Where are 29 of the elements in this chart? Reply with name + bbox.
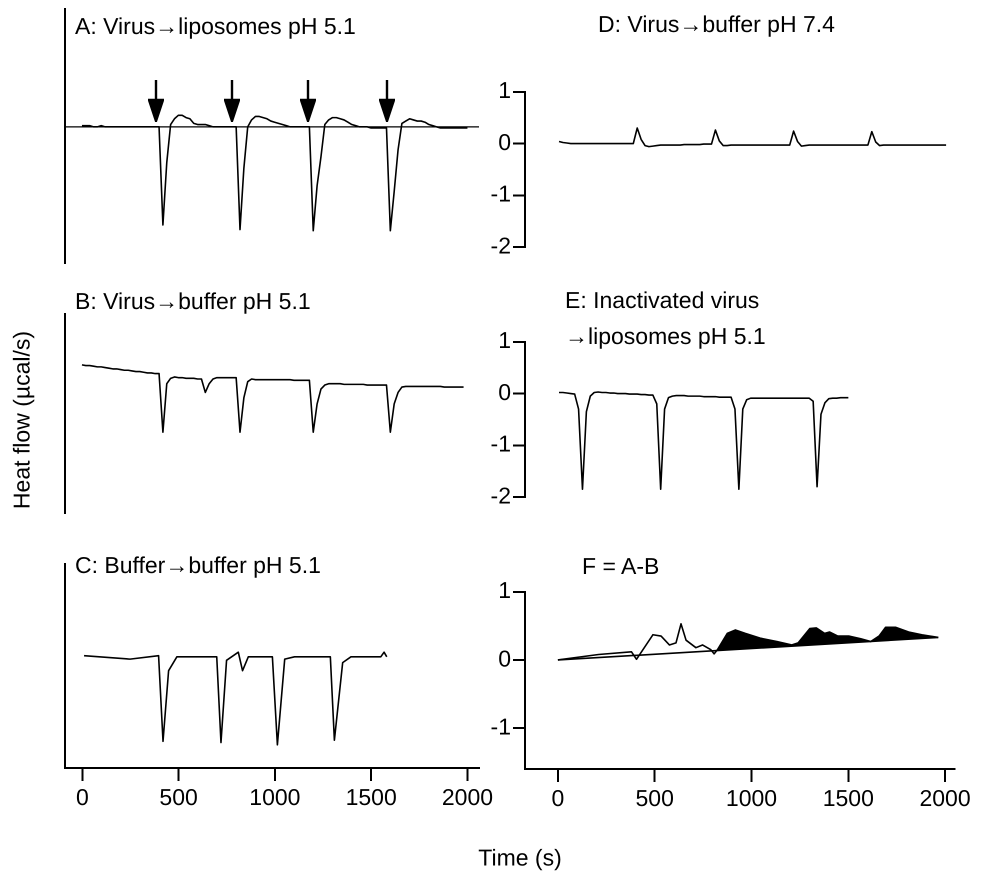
x-axis-title: Time (s) (478, 844, 562, 872)
y-tick-label: -1 (490, 713, 511, 740)
x-tick-label: 500 (636, 785, 674, 812)
y-axis-title: Heat flow (µcal/s) (8, 330, 36, 510)
y-tick-label: -2 (490, 482, 511, 508)
y-tick-label: 1 (498, 327, 511, 354)
chart-title: B: Virus→buffer pH 5.1 (75, 287, 311, 316)
chart-title: F = A-B (582, 552, 660, 581)
y-tick-label: 1 (498, 77, 511, 104)
y-tick-label: 1 (498, 577, 511, 604)
x-tick-label: 1000 (726, 785, 778, 812)
chart-title: C: Buffer→buffer pH 5.1 (75, 551, 321, 580)
x-tick-label: 0 (76, 784, 89, 810)
x-tick-label: 1500 (346, 784, 397, 810)
chart-title: D: Virus→buffer pH 7.4 (598, 10, 835, 39)
y-tick-label: 0 (498, 378, 511, 405)
x-tick-label: 2000 (919, 785, 971, 812)
x-tick-label: 1000 (249, 784, 300, 810)
y-tick-label: -1 (490, 180, 511, 207)
y-tick-label: 0 (498, 645, 511, 672)
y-tick-label: 0 (498, 128, 511, 155)
chart-title: E: Inactivated virus →liposomes pH 5.1 (565, 286, 766, 351)
chart-title: A: Virus→liposomes pH 5.1 (75, 12, 356, 41)
x-tick-label: 2000 (442, 784, 494, 810)
x-tick-label: 0 (552, 785, 564, 812)
x-tick-label: 1500 (822, 785, 874, 812)
x-tick-label: 500 (159, 784, 198, 810)
y-tick-label: -1 (490, 430, 511, 457)
y-tick-label: -2 (490, 232, 511, 258)
